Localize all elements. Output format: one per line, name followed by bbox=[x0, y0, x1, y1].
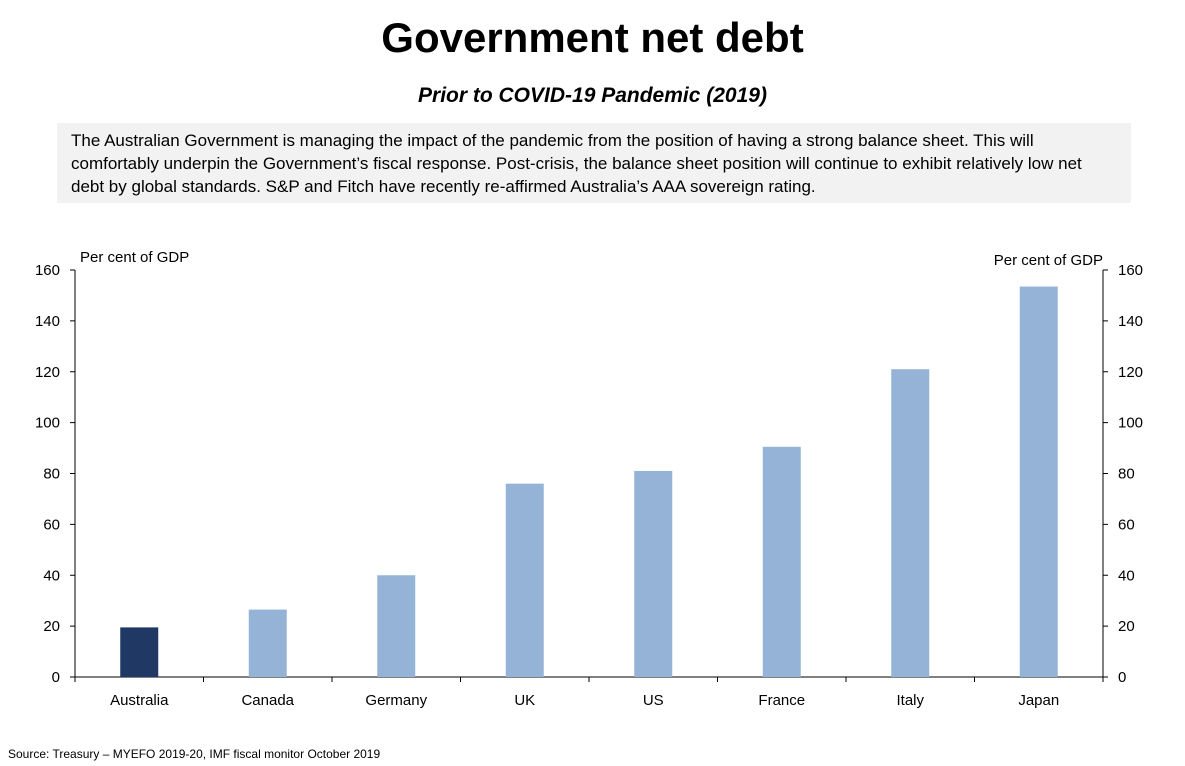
bar-japan bbox=[1019, 286, 1058, 677]
y-tick-label-right: 140 bbox=[1118, 313, 1143, 330]
y-tick-label-right: 120 bbox=[1118, 364, 1143, 381]
bar-uk bbox=[505, 483, 544, 677]
x-tick-label: Australia bbox=[110, 692, 169, 709]
chart-container: Per cent of GDP Per cent of GDP 0 0 20 20 40… bbox=[0, 240, 1185, 720]
y-tick-label-left: 120 bbox=[35, 364, 60, 381]
y-axis-label-right: Per cent of GDP bbox=[994, 252, 1103, 269]
x-tick-label: UK bbox=[514, 692, 535, 709]
y-tick-label-left: 40 bbox=[43, 567, 60, 584]
y-tick-label-right: 20 bbox=[1118, 618, 1135, 635]
y-tick-label-right: 0 bbox=[1118, 669, 1126, 686]
description-box: The Australian Government is managing th… bbox=[57, 123, 1131, 203]
y-tick-label-right: 160 bbox=[1118, 262, 1143, 279]
bar-us bbox=[634, 470, 673, 677]
y-tick-label-left: 140 bbox=[35, 313, 60, 330]
x-tick-label: Canada bbox=[241, 692, 294, 709]
x-tick-label: France bbox=[758, 692, 805, 709]
y-tick-label-left: 0 bbox=[52, 669, 60, 686]
page-title: Government net debt bbox=[381, 14, 804, 61]
page-subtitle: Prior to COVID-19 Pandemic (2019) bbox=[418, 84, 767, 107]
y-tick-label-right: 40 bbox=[1118, 567, 1135, 584]
y-axis-label-left: Per cent of GDP bbox=[80, 249, 189, 266]
y-tick-label-left: 160 bbox=[35, 262, 60, 279]
bar-chart: Per cent of GDP Per cent of GDP 0 0 20 20 40… bbox=[35, 249, 1143, 709]
y-tick-label-right: 100 bbox=[1118, 415, 1143, 432]
y-tick-label-right: 80 bbox=[1118, 466, 1135, 483]
y-tick-label-left: 60 bbox=[43, 516, 60, 533]
x-tick-label: Germany bbox=[365, 692, 427, 709]
bar-italy bbox=[891, 369, 930, 677]
bar-germany bbox=[377, 575, 416, 677]
y-tick-label-left: 80 bbox=[43, 466, 60, 483]
bar-france bbox=[762, 446, 801, 677]
x-tick-label: US bbox=[643, 692, 664, 709]
y-tick-label-left: 100 bbox=[35, 415, 60, 432]
y-tick-label-right: 60 bbox=[1118, 516, 1135, 533]
x-tick-label: Japan bbox=[1018, 692, 1059, 709]
source-note: Source: Treasury – MYEFO 2019-20, IMF fi… bbox=[8, 747, 381, 761]
x-tick-label: Italy bbox=[896, 692, 924, 709]
bar-australia bbox=[120, 627, 159, 677]
bar-canada bbox=[248, 609, 287, 677]
y-tick-label-left: 20 bbox=[43, 618, 60, 635]
